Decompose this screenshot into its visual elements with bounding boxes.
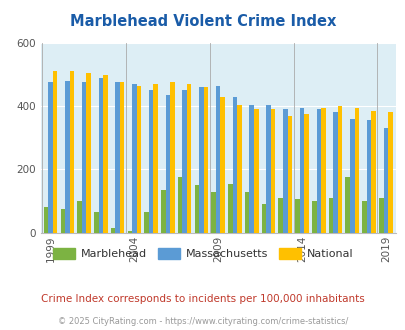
Bar [136, 85, 141, 233]
Bar [354, 108, 358, 233]
Bar [182, 90, 187, 233]
Bar [70, 71, 74, 233]
Bar [199, 87, 203, 233]
Legend: Marblehead, Massachusetts, National: Marblehead, Massachusetts, National [48, 244, 357, 263]
Bar [254, 109, 258, 233]
Bar [165, 95, 170, 233]
Bar [94, 212, 98, 233]
Bar [371, 111, 375, 233]
Bar [337, 106, 341, 233]
Bar [311, 201, 316, 233]
Bar [103, 75, 107, 233]
Bar [278, 198, 282, 233]
Bar [161, 190, 165, 233]
Bar [328, 198, 333, 233]
Bar [294, 199, 299, 233]
Bar [127, 231, 132, 233]
Bar [316, 109, 320, 233]
Bar [65, 81, 70, 233]
Bar [361, 201, 366, 233]
Text: Marblehead Violent Crime Index: Marblehead Violent Crime Index [70, 14, 335, 29]
Bar [345, 177, 349, 233]
Bar [48, 82, 53, 233]
Bar [270, 109, 275, 233]
Bar [44, 207, 48, 233]
Bar [383, 128, 387, 233]
Bar [261, 204, 266, 233]
Bar [366, 120, 371, 233]
Bar [237, 105, 241, 233]
Bar [98, 78, 103, 233]
Bar [228, 183, 232, 233]
Bar [378, 198, 383, 233]
Bar [115, 82, 119, 233]
Bar [187, 84, 191, 233]
Bar [86, 73, 91, 233]
Bar [244, 191, 249, 233]
Bar [349, 119, 354, 233]
Bar [320, 108, 325, 233]
Bar [287, 115, 291, 233]
Bar [119, 82, 124, 233]
Bar [387, 113, 392, 233]
Bar [249, 105, 254, 233]
Bar [299, 108, 303, 233]
Bar [144, 212, 149, 233]
Bar [282, 109, 287, 233]
Bar [303, 114, 308, 233]
Bar [203, 87, 208, 233]
Bar [215, 85, 220, 233]
Bar [194, 185, 199, 233]
Text: Crime Index corresponds to incidents per 100,000 inhabitants: Crime Index corresponds to incidents per… [41, 294, 364, 304]
Bar [149, 90, 153, 233]
Bar [232, 97, 237, 233]
Bar [82, 82, 86, 233]
Bar [111, 228, 115, 233]
Bar [220, 97, 224, 233]
Bar [53, 71, 57, 233]
Bar [266, 105, 270, 233]
Bar [60, 209, 65, 233]
Bar [132, 84, 136, 233]
Bar [211, 191, 215, 233]
Bar [153, 84, 158, 233]
Bar [177, 177, 182, 233]
Bar [77, 201, 82, 233]
Bar [333, 113, 337, 233]
Bar [170, 82, 174, 233]
Text: © 2025 CityRating.com - https://www.cityrating.com/crime-statistics/: © 2025 CityRating.com - https://www.city… [58, 317, 347, 326]
